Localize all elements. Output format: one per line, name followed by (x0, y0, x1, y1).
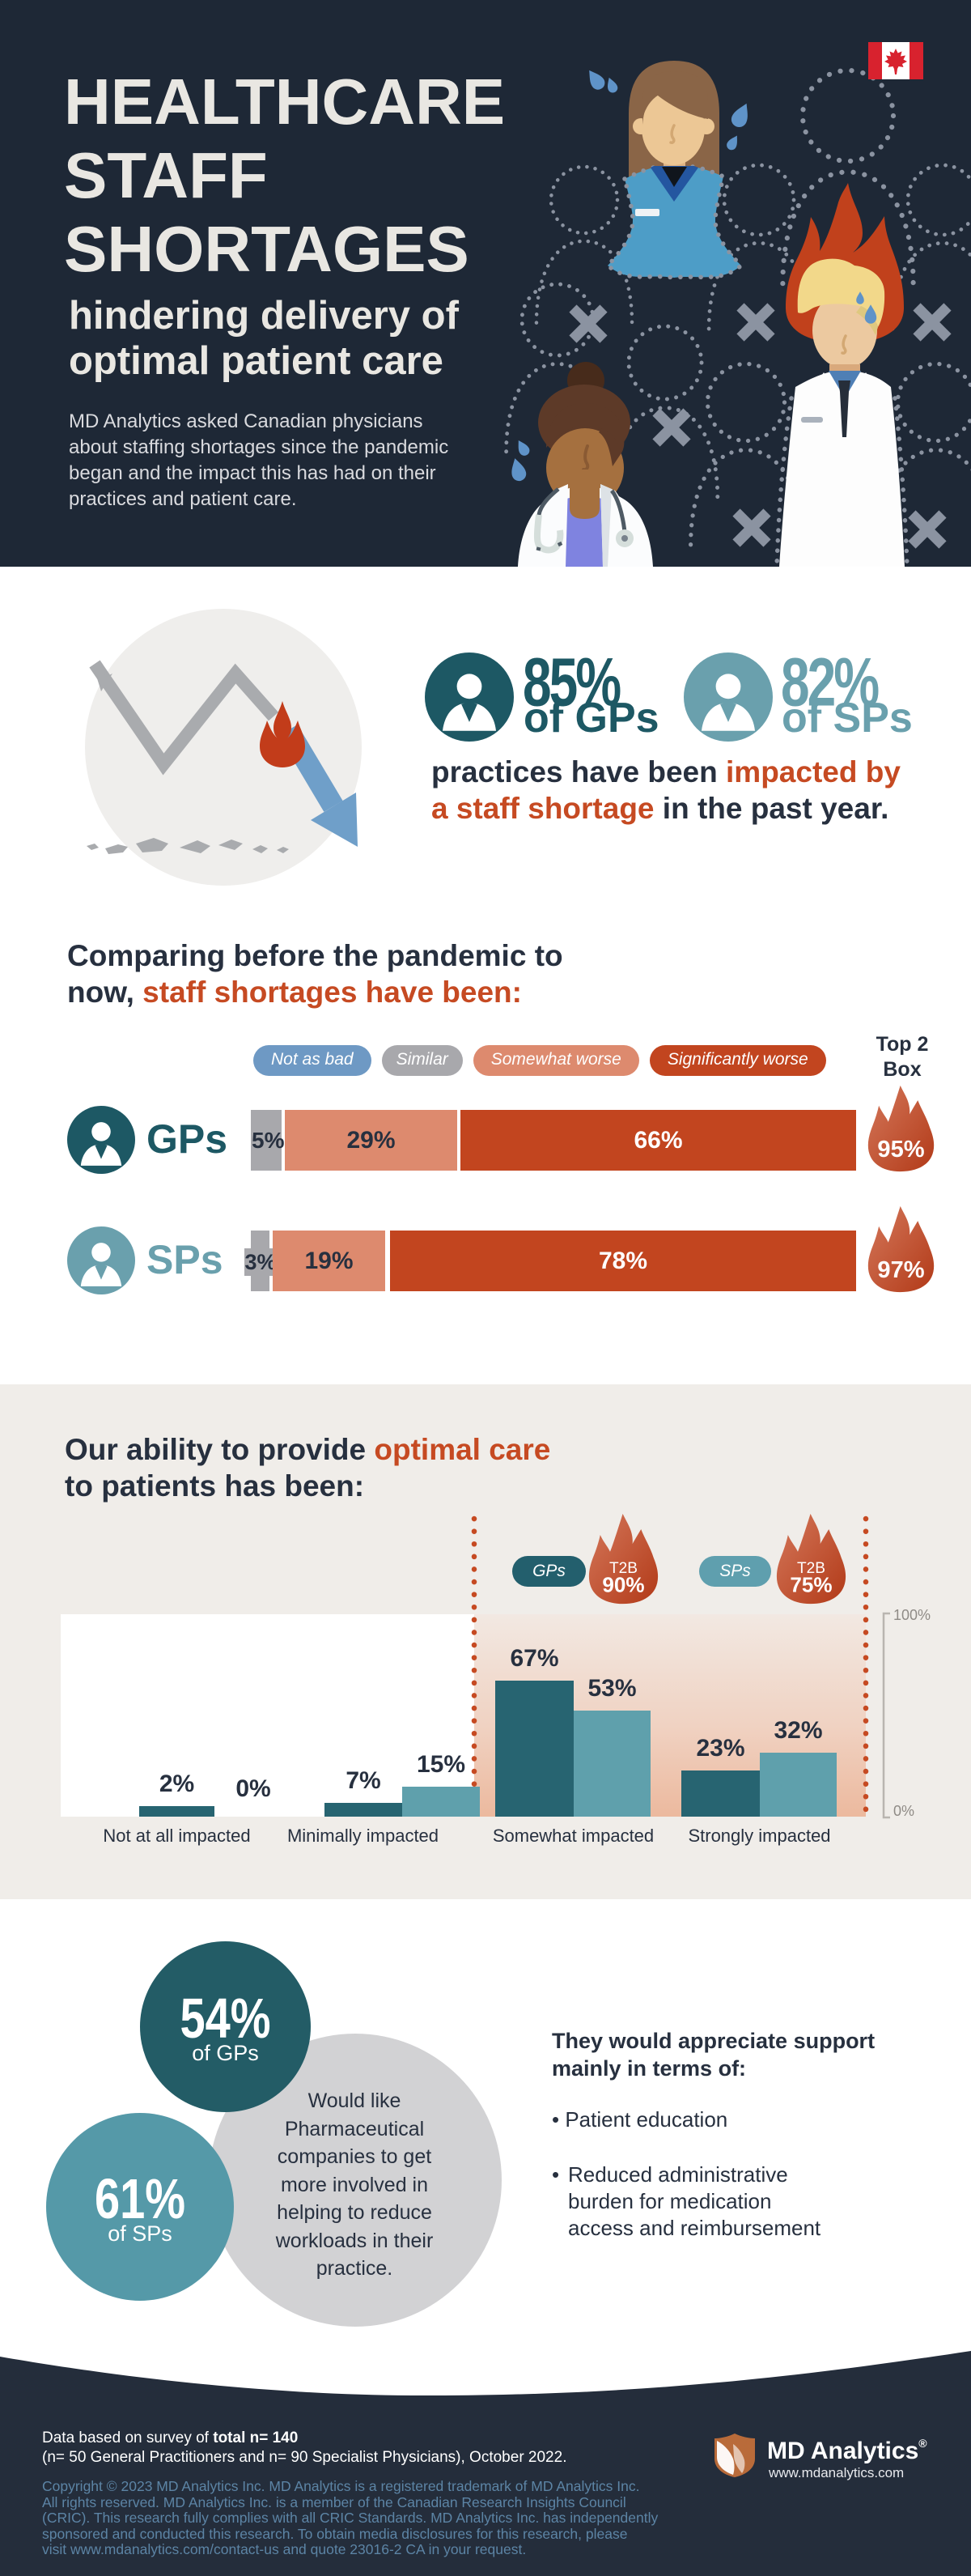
svg-text:T2B: T2B (797, 1560, 825, 1577)
svg-text:97%: 97% (877, 1257, 924, 1283)
svg-text:90%: 90% (602, 1572, 644, 1596)
svg-text:T2B: T2B (609, 1560, 638, 1577)
svg-text:95%: 95% (877, 1137, 924, 1163)
svg-text:75%: 75% (790, 1572, 832, 1596)
